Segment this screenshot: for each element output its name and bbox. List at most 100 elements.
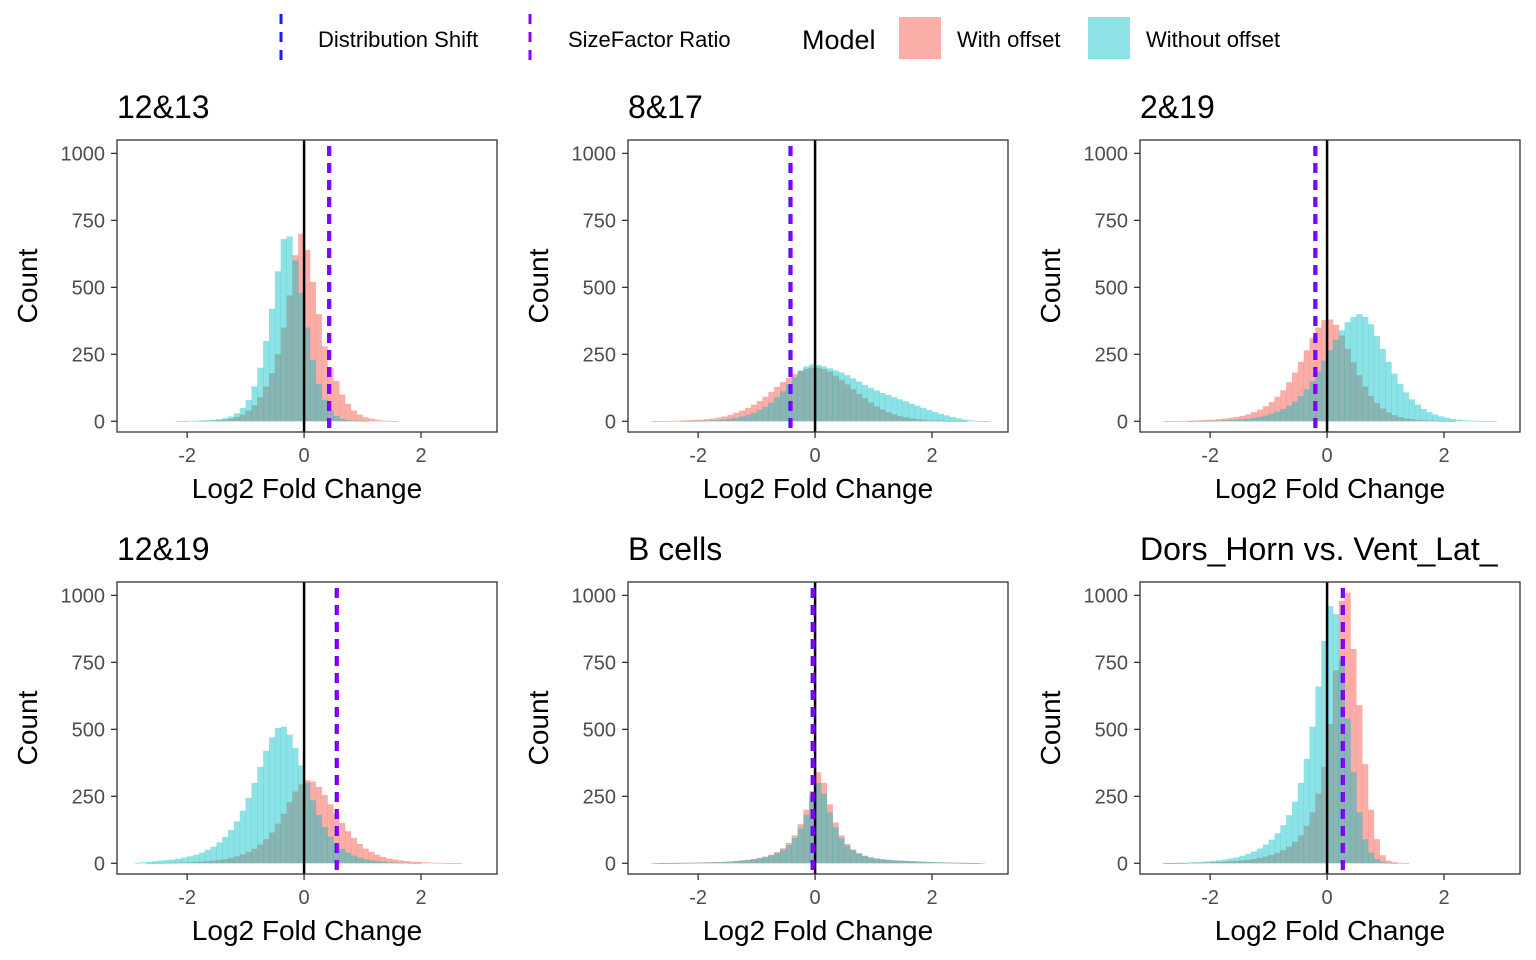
- bar: [1274, 396, 1281, 422]
- bar: [844, 375, 851, 422]
- y-tick-label: 250: [1095, 344, 1128, 366]
- bar: [1414, 404, 1421, 422]
- bar: [216, 842, 223, 864]
- bar: [750, 404, 757, 422]
- bar: [228, 418, 235, 422]
- bar: [385, 862, 393, 864]
- series-with-offset: [1163, 319, 1456, 422]
- bar: [298, 292, 305, 422]
- bar: [1292, 372, 1299, 422]
- bar: [216, 420, 223, 422]
- bar: [715, 862, 722, 864]
- bar: [1408, 419, 1416, 422]
- bar: [1216, 860, 1223, 864]
- bar: [397, 862, 404, 864]
- panel-title: 2&19: [1140, 89, 1215, 125]
- bar: [321, 827, 328, 864]
- bar: [239, 854, 246, 864]
- bar: [204, 420, 211, 422]
- bar: [1192, 862, 1199, 864]
- bar: [1204, 419, 1211, 422]
- bar: [698, 420, 705, 422]
- bar: [1368, 809, 1375, 864]
- bar: [1221, 859, 1228, 864]
- bar: [1251, 417, 1258, 422]
- bar: [1280, 825, 1287, 864]
- bar: [350, 410, 357, 422]
- bar: [1210, 862, 1217, 864]
- bar: [1245, 414, 1252, 422]
- bar: [721, 861, 728, 864]
- bar: [374, 861, 381, 864]
- bar: [867, 387, 874, 422]
- bar: [280, 239, 287, 422]
- bar: [826, 804, 833, 864]
- bar: [698, 419, 705, 422]
- bar: [908, 418, 915, 422]
- bar: [1438, 416, 1445, 422]
- bar: [926, 410, 933, 422]
- bar: [1385, 860, 1392, 864]
- bar: [1204, 861, 1211, 864]
- bar: [733, 417, 740, 422]
- y-tick-label: 500: [72, 277, 105, 299]
- bar: [1391, 373, 1398, 422]
- bar: [809, 364, 816, 422]
- x-tick-label: -2: [1201, 887, 1219, 909]
- bar: [444, 863, 451, 864]
- bar: [1163, 421, 1170, 422]
- bar: [949, 417, 956, 422]
- bar: [274, 354, 281, 422]
- bar: [879, 859, 886, 864]
- bar: [269, 373, 276, 422]
- bar: [1420, 408, 1427, 422]
- bar: [856, 381, 863, 422]
- bar: [668, 863, 676, 864]
- bar: [210, 860, 217, 864]
- bar: [1280, 408, 1287, 422]
- bar: [140, 862, 147, 864]
- bar: [222, 837, 229, 864]
- bar: [1198, 862, 1205, 864]
- bar: [1221, 420, 1228, 422]
- bar: [1210, 419, 1217, 422]
- bar: [744, 860, 752, 864]
- bar: [791, 838, 798, 864]
- bar: [327, 836, 334, 864]
- bar: [733, 861, 740, 864]
- bar: [809, 367, 816, 422]
- bar: [1251, 412, 1258, 422]
- bar: [739, 860, 746, 864]
- bar: [885, 859, 892, 864]
- bar: [1274, 833, 1281, 864]
- bar: [198, 420, 205, 422]
- bar: [1268, 402, 1275, 422]
- bar: [198, 852, 205, 864]
- bar: [704, 419, 711, 422]
- y-tick-label: 500: [1095, 277, 1128, 299]
- bar: [774, 397, 781, 422]
- bar: [733, 412, 740, 422]
- bar: [1280, 850, 1287, 864]
- bar: [1321, 320, 1328, 422]
- y-tick-label: 0: [605, 853, 616, 875]
- y-tick-label: 750: [583, 652, 616, 674]
- y-tick-label: 0: [605, 411, 616, 433]
- bar: [1204, 862, 1211, 864]
- bar: [961, 421, 968, 422]
- bar: [309, 781, 317, 864]
- bar: [233, 856, 241, 864]
- bar: [269, 308, 276, 422]
- bar: [1414, 419, 1421, 422]
- bar: [251, 405, 258, 422]
- panel-title: B cells: [628, 531, 722, 567]
- bar: [914, 405, 921, 422]
- bar: [856, 853, 863, 864]
- bar: [715, 417, 722, 422]
- bar: [785, 845, 792, 864]
- bar: [1251, 851, 1258, 864]
- bar: [181, 857, 188, 864]
- bar: [686, 421, 693, 422]
- bar: [774, 386, 781, 422]
- bar: [861, 855, 868, 864]
